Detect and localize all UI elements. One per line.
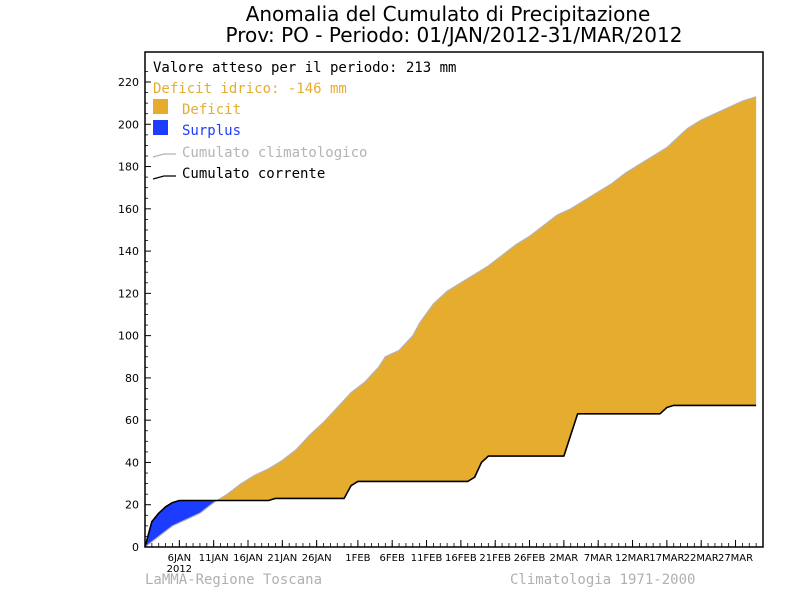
- current-series-line: [144, 404, 757, 548]
- surplus-area: [145, 96, 757, 548]
- expected-total-text: Valore atteso per il periodo: 213 mm: [153, 60, 456, 76]
- y-tick-label: 100: [118, 330, 139, 343]
- chart-title: Anomalia del Cumulato di Precipitazione: [246, 2, 651, 26]
- x-tick-label: 2MAR: [549, 553, 578, 564]
- climatological-series-line: [144, 96, 757, 548]
- y-tick-label: 20: [125, 499, 139, 512]
- x-tick-label: 6JAN: [168, 553, 191, 564]
- x-tick-label: 11FEB: [411, 553, 443, 564]
- chart-subtitle: Prov: PO - Periodo: 01/JAN/2012-31/MAR/2…: [226, 23, 683, 47]
- x-tick-label: 21JAN: [267, 553, 297, 564]
- x-year-label: 2012: [167, 564, 192, 575]
- y-axis: 0 20 40 60 80 100 120 140 160 180 200 220: [118, 71, 151, 554]
- x-tick-label: 16JAN: [233, 553, 263, 564]
- surplus-legend-swatch: [153, 120, 168, 135]
- surplus-legend-label: Surplus: [182, 123, 241, 139]
- y-tick-label: 200: [118, 118, 139, 131]
- y-tick-label: 80: [125, 372, 139, 385]
- x-tick-label: 26JAN: [302, 553, 332, 564]
- x-tick-label: 11JAN: [199, 553, 229, 564]
- plot-area: [144, 96, 757, 548]
- x-tick-label: 21FEB: [479, 553, 511, 564]
- y-tick-label: 0: [132, 541, 139, 554]
- x-axis: 6JAN 11JAN 16JAN 21JAN 26JAN 1FEB 6FEB 11FEB 16F…: [144, 540, 764, 575]
- current-legend-label: Cumulato corrente: [182, 166, 325, 182]
- footer-credit-left: LaMMA-Regione Toscana: [145, 572, 322, 588]
- x-tick-label: 7MAR: [584, 553, 613, 564]
- y-tick-label: 40: [125, 456, 139, 469]
- y-tick-label: 120: [118, 287, 139, 300]
- deficit-area: [145, 96, 757, 548]
- climatological-legend-line: [152, 153, 176, 158]
- y-tick-label: 160: [118, 203, 139, 216]
- y-tick-label: 60: [125, 414, 139, 427]
- footer-credit-right: Climatologia 1971-2000: [510, 572, 695, 588]
- x-tick-label: 17MAR: [649, 553, 684, 564]
- chart-legend: Valore atteso per il periodo: 213 mm Def…: [152, 60, 456, 182]
- y-tick-label: 220: [118, 76, 139, 89]
- x-tick-label: 12MAR: [615, 553, 650, 564]
- x-tick-label: 16FEB: [445, 553, 477, 564]
- x-tick-label: 22MAR: [684, 553, 719, 564]
- x-tick-label: 1FEB: [345, 553, 370, 564]
- y-tick-label: 180: [118, 161, 139, 174]
- x-tick-label: 26FEB: [514, 553, 546, 564]
- x-tick-label: 6FEB: [380, 553, 405, 564]
- deficit-total-text: Deficit idrico: -146 mm: [153, 81, 347, 97]
- climatological-legend-label: Cumulato climatologico: [182, 145, 367, 161]
- current-legend-line: [152, 175, 176, 180]
- x-tick-label: 27MAR: [718, 553, 753, 564]
- deficit-legend-label: Deficit: [182, 102, 241, 118]
- y-tick-label: 140: [118, 245, 139, 258]
- deficit-legend-swatch: [153, 99, 168, 114]
